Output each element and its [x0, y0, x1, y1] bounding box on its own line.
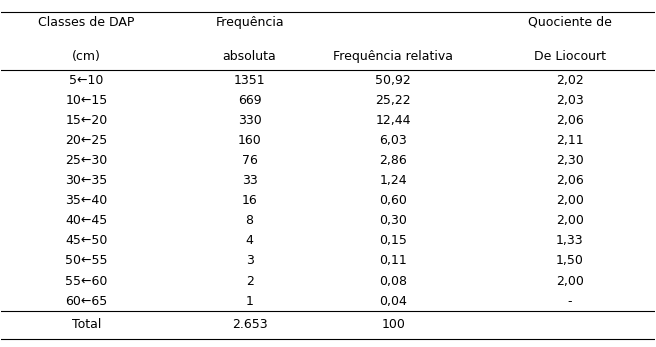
- Text: 100: 100: [381, 319, 405, 331]
- Text: 25←30: 25←30: [65, 154, 108, 167]
- Text: 2,86: 2,86: [379, 154, 407, 167]
- Text: 2,06: 2,06: [556, 114, 584, 127]
- Text: 60←65: 60←65: [65, 295, 108, 308]
- Text: De Liocourt: De Liocourt: [534, 50, 605, 63]
- Text: 2,11: 2,11: [556, 134, 583, 147]
- Text: 2,00: 2,00: [556, 214, 584, 227]
- Text: 6,03: 6,03: [379, 134, 407, 147]
- Text: 4: 4: [246, 235, 254, 247]
- Text: 12,44: 12,44: [376, 114, 411, 127]
- Text: 8: 8: [245, 214, 254, 227]
- Text: 0,15: 0,15: [379, 235, 407, 247]
- Text: absoluta: absoluta: [223, 50, 276, 63]
- Text: 76: 76: [241, 154, 258, 167]
- Text: -: -: [567, 295, 572, 308]
- Text: 669: 669: [238, 94, 262, 107]
- Text: 15←20: 15←20: [65, 114, 108, 127]
- Text: 1,24: 1,24: [380, 174, 407, 187]
- Text: Frequência relativa: Frequência relativa: [333, 50, 453, 63]
- Text: 3: 3: [246, 254, 254, 268]
- Text: 160: 160: [237, 134, 262, 147]
- Text: 330: 330: [237, 114, 262, 127]
- Text: Frequência: Frequência: [215, 16, 284, 28]
- Text: 30←35: 30←35: [65, 174, 108, 187]
- Text: 2,06: 2,06: [556, 174, 584, 187]
- Text: 2,30: 2,30: [556, 154, 584, 167]
- Text: Classes de DAP: Classes de DAP: [38, 16, 134, 28]
- Text: 0,60: 0,60: [379, 194, 407, 207]
- Text: 5←10: 5←10: [69, 74, 104, 87]
- Text: 1351: 1351: [234, 74, 266, 87]
- Text: 16: 16: [242, 194, 258, 207]
- Text: 1,33: 1,33: [556, 235, 583, 247]
- Text: 50←55: 50←55: [65, 254, 108, 268]
- Text: 2,02: 2,02: [556, 74, 584, 87]
- Text: 0,30: 0,30: [379, 214, 407, 227]
- Text: Quociente de: Quociente de: [528, 16, 611, 28]
- Text: 55←60: 55←60: [65, 274, 108, 288]
- Text: 25,22: 25,22: [375, 94, 411, 107]
- Text: 35←40: 35←40: [65, 194, 108, 207]
- Text: 1,50: 1,50: [556, 254, 584, 268]
- Text: 2: 2: [246, 274, 254, 288]
- Text: 40←45: 40←45: [65, 214, 108, 227]
- Text: 2,00: 2,00: [556, 194, 584, 207]
- Text: (cm): (cm): [72, 50, 101, 63]
- Text: 33: 33: [242, 174, 258, 187]
- Text: 2.653: 2.653: [232, 319, 268, 331]
- Text: 2,03: 2,03: [556, 94, 584, 107]
- Text: 10←15: 10←15: [65, 94, 108, 107]
- Text: 2,00: 2,00: [556, 274, 584, 288]
- Text: 45←50: 45←50: [65, 235, 108, 247]
- Text: 0,11: 0,11: [379, 254, 407, 268]
- Text: 20←25: 20←25: [65, 134, 108, 147]
- Text: 0,04: 0,04: [379, 295, 407, 308]
- Text: 1: 1: [246, 295, 254, 308]
- Text: Total: Total: [72, 319, 101, 331]
- Text: 0,08: 0,08: [379, 274, 407, 288]
- Text: 50,92: 50,92: [375, 74, 411, 87]
